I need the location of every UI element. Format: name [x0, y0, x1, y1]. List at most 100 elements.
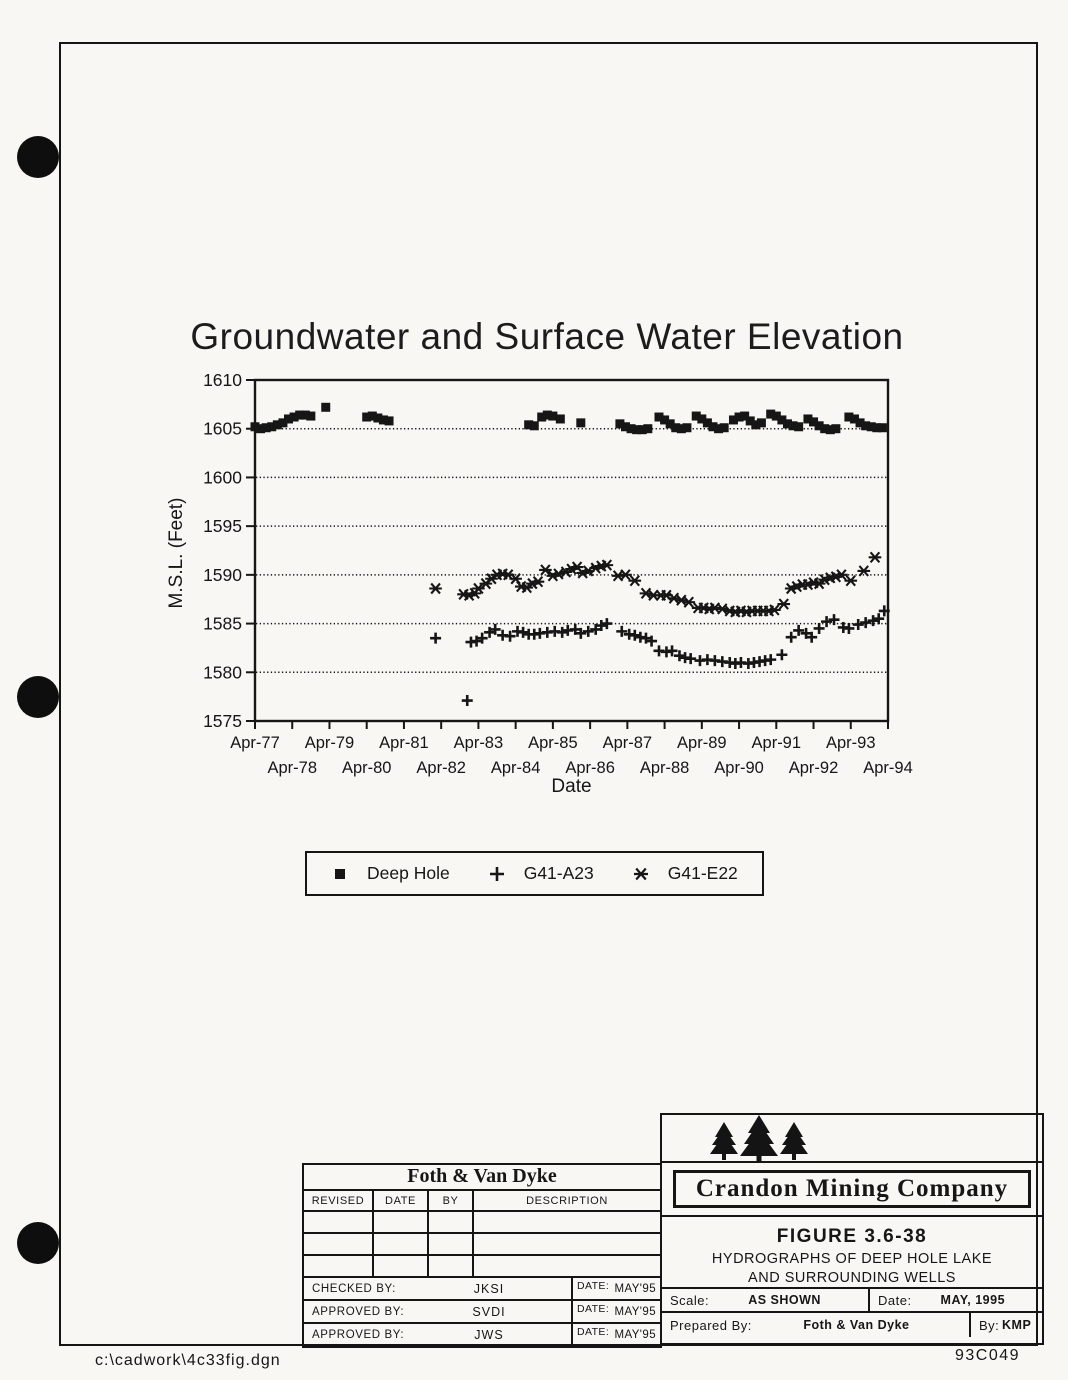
data-point — [362, 412, 372, 422]
data-point — [471, 635, 483, 647]
scale-label: Scale: — [670, 1292, 710, 1308]
data-point — [576, 418, 586, 428]
data-point — [803, 414, 813, 424]
data-point — [484, 626, 496, 638]
signoff-date: MAY'95 — [614, 1306, 656, 1318]
x-tick-label: Apr-88 — [640, 759, 690, 777]
x-tick-label: Apr-93 — [826, 734, 876, 752]
x-tick-label: Apr-87 — [603, 734, 653, 752]
figure-caption: FIGURE 3.6-38 HYDROGRAPHS OF DEEP HOLE L… — [662, 1217, 1042, 1289]
data-point — [685, 653, 697, 665]
data-point — [843, 622, 855, 634]
revision-block: Foth & Van Dyke REVISED DATE BY DESCRIPT… — [302, 1163, 662, 1348]
data-point — [785, 631, 797, 643]
date-value: MAY, 1995 — [940, 1293, 1006, 1307]
data-point — [828, 614, 840, 626]
x-tick-label: Apr-79 — [305, 734, 355, 752]
data-point — [615, 419, 625, 429]
data-point — [637, 425, 647, 435]
data-point — [504, 630, 516, 642]
data-point — [367, 411, 377, 421]
data-point — [821, 616, 833, 628]
data-point — [300, 410, 310, 420]
data-point — [756, 418, 766, 428]
data-point — [813, 622, 825, 634]
data-point — [794, 422, 804, 432]
plus-marker-icon — [489, 866, 504, 881]
data-point — [556, 626, 568, 638]
y-tick-label: 1585 — [203, 614, 242, 634]
data-point — [682, 423, 692, 433]
data-point — [548, 411, 558, 421]
x-tick-label: Apr-77 — [230, 734, 280, 752]
signoff-value: SVDI — [472, 1305, 506, 1319]
prepared-by-value: Foth & Van Dyke — [803, 1318, 910, 1332]
company-name-row: Crandon Mining Company — [662, 1163, 1042, 1217]
data-point — [632, 425, 642, 435]
data-point — [831, 424, 841, 434]
series-deep-hole — [250, 402, 887, 435]
data-point — [582, 625, 594, 637]
scale-date-row: Scale: AS SHOWN Date: MAY, 1995 — [662, 1289, 1042, 1313]
data-point — [702, 418, 712, 428]
legend-item-g41-a23: G41-A23 — [488, 863, 594, 884]
data-point — [666, 645, 678, 657]
figure-number: FIGURE 3.6-38 — [776, 1226, 928, 1247]
signoff-date-label: DATE: — [577, 1303, 610, 1315]
data-point — [489, 623, 501, 635]
col-header-description: DESCRIPTION — [526, 1194, 608, 1207]
data-point — [646, 635, 658, 647]
x-tick-label: Apr-85 — [528, 734, 578, 752]
date-label: Date: — [878, 1292, 912, 1308]
revision-empty-row — [304, 1234, 660, 1256]
data-point — [751, 420, 761, 430]
series-g41-a23 — [430, 605, 890, 707]
company-name: Crandon Mining Company — [673, 1170, 1031, 1208]
data-point — [261, 423, 271, 433]
data-point — [861, 421, 871, 431]
revision-header-row: REVISED DATE BY DESCRIPTION — [304, 1191, 660, 1212]
prepared-by-row: Prepared By: Foth & Van Dyke By: KMP — [662, 1313, 1042, 1337]
x-axis-ticks: Apr-77 Apr-78 Apr-79 Apr-80 Apr-81 Apr-82 Apr-… — [230, 721, 913, 777]
legend-label: G41-A23 — [523, 863, 594, 883]
x-tick-label: Apr-82 — [416, 759, 466, 777]
data-point — [590, 623, 602, 635]
data-point — [628, 575, 642, 587]
data-point — [857, 565, 871, 577]
signoff-row-approved-2: APPROVED BY: JWS DATE: MAY'95 — [304, 1324, 660, 1347]
by-label: By: — [979, 1317, 1000, 1333]
y-tick-label: 1605 — [203, 419, 242, 439]
y-tick-label: 1580 — [203, 662, 242, 682]
punch-hole — [17, 136, 59, 178]
data-point — [849, 414, 859, 424]
data-point — [776, 649, 788, 661]
col-header-revised: REVISED — [304, 1191, 374, 1210]
signoff-label: CHECKED BY: — [312, 1283, 396, 1295]
x-tick-label: Apr-91 — [752, 734, 802, 752]
data-point — [740, 411, 750, 421]
data-point — [289, 412, 299, 422]
data-point — [691, 411, 701, 421]
data-point — [878, 605, 890, 617]
y-tick-label: 1595 — [203, 516, 242, 536]
title-block-logo-row — [662, 1115, 1042, 1163]
data-point — [476, 632, 488, 644]
x-tick-label: Apr-80 — [342, 759, 392, 777]
col-header-by: BY — [429, 1191, 474, 1210]
data-point — [629, 629, 641, 641]
data-point — [429, 582, 442, 595]
data-point — [384, 416, 394, 426]
data-point — [640, 632, 652, 644]
x-tick-label: Apr-90 — [714, 759, 764, 777]
data-point — [619, 569, 632, 581]
data-point — [665, 419, 675, 429]
prepared-by-label: Prepared By: — [670, 1317, 752, 1333]
data-point — [600, 559, 614, 571]
plot-border — [253, 378, 890, 723]
data-point — [782, 419, 792, 429]
data-point — [671, 423, 681, 433]
data-point — [620, 422, 630, 432]
x-tick-label: Apr-92 — [789, 759, 839, 777]
data-point — [675, 594, 688, 606]
data-point — [537, 412, 547, 422]
